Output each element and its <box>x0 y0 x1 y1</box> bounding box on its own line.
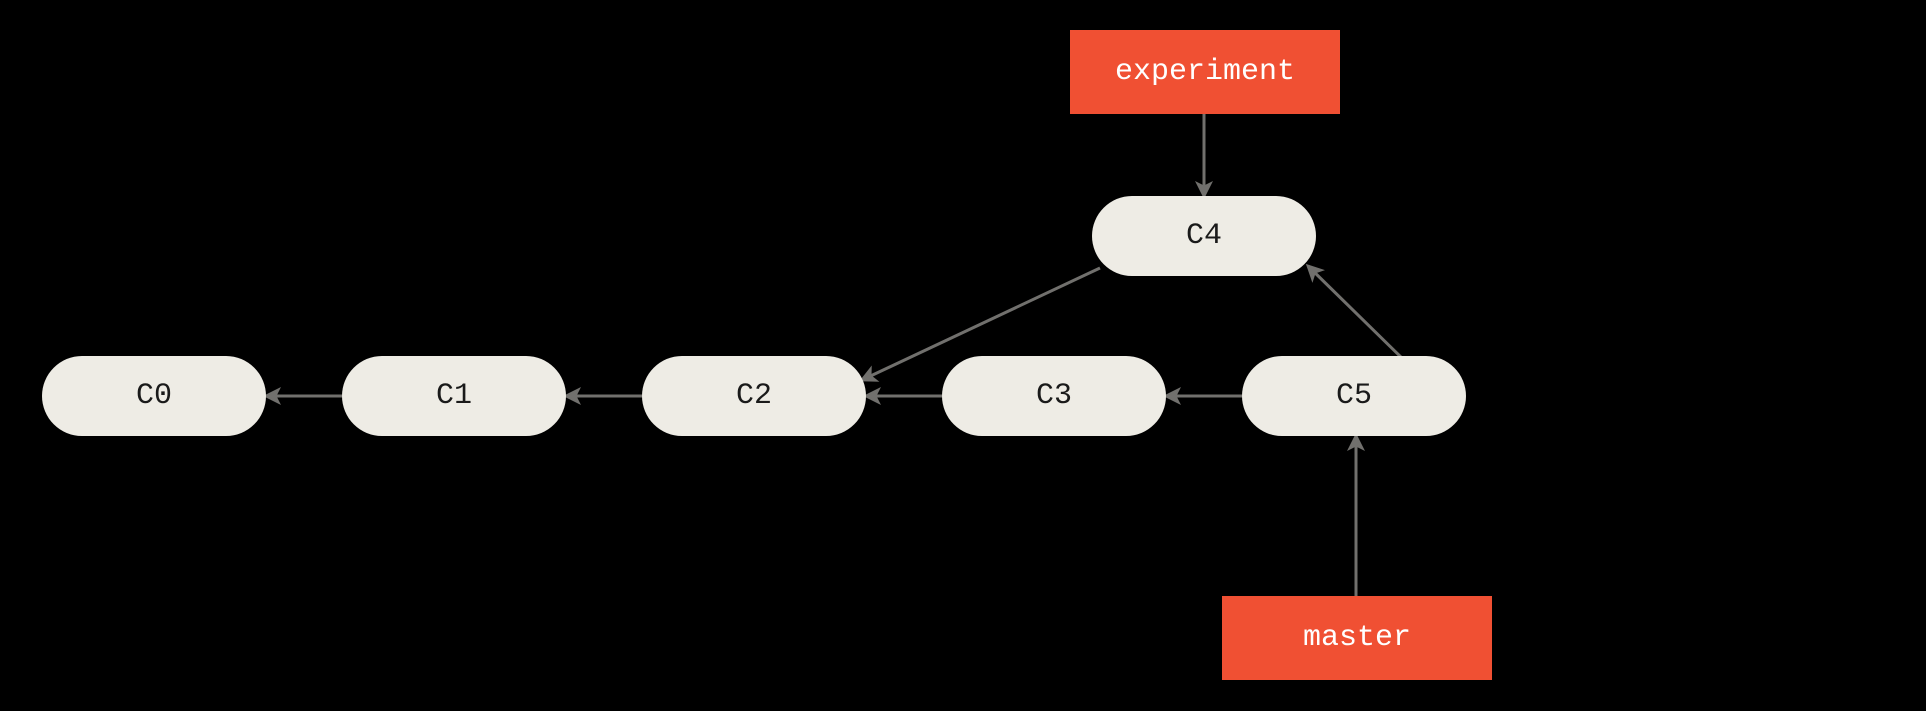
commit-node-c4: C4 <box>1092 196 1316 276</box>
commit-label: C4 <box>1186 219 1222 253</box>
commit-label: C3 <box>1036 379 1072 413</box>
commit-node-c0: C0 <box>42 356 266 436</box>
commit-node-c1: C1 <box>342 356 566 436</box>
edge-C5-C4 <box>1308 266 1406 362</box>
edges-layer <box>0 0 1926 711</box>
commit-label: C0 <box>136 379 172 413</box>
branch-label-text: experiment <box>1115 55 1295 89</box>
branch-label-text: master <box>1303 621 1411 655</box>
commit-label: C5 <box>1336 379 1372 413</box>
commit-label: C1 <box>436 379 472 413</box>
commit-label: C2 <box>736 379 772 413</box>
branch-label-master: master <box>1222 596 1492 680</box>
branch-label-experiment: experiment <box>1070 30 1340 114</box>
commit-node-c5: C5 <box>1242 356 1466 436</box>
commit-node-c3: C3 <box>942 356 1166 436</box>
commit-node-c2: C2 <box>642 356 866 436</box>
